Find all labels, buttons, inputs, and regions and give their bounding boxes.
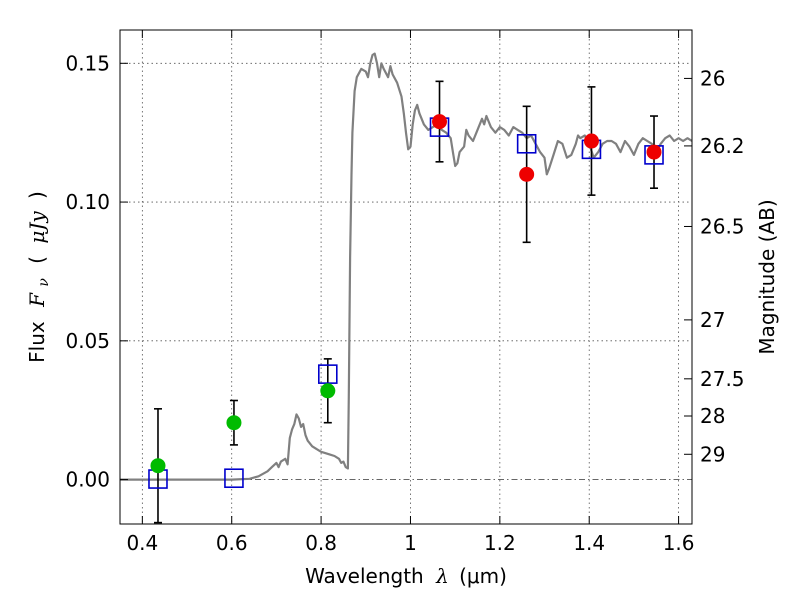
y2-ticks: 26 26.2 26.5 27 27.5 28 29	[684, 66, 745, 466]
model-square	[224, 468, 244, 489]
y-tick-label: 0.05	[65, 329, 110, 353]
y-tick-label: 0.15	[65, 51, 110, 75]
x-ticks: 0.4 0.6 0.8 1 1.2 1.4 1.6	[126, 30, 695, 555]
observed-point	[226, 415, 242, 431]
y-axis-title-paren-open: (	[25, 256, 49, 264]
x-tick-label: 0.8	[305, 531, 337, 555]
x-axis-title: Wavelength λ (μm)	[305, 564, 507, 588]
observed-point	[646, 144, 662, 160]
x-axis-title-text: Wavelength	[305, 564, 424, 588]
y-axis-title-paren-close: )	[25, 191, 49, 199]
x-tick-label: 0.6	[216, 531, 248, 555]
model-spectrum	[120, 52, 693, 481]
model-square	[516, 133, 537, 154]
observed-point	[320, 383, 336, 399]
spectrum-line	[120, 52, 693, 481]
y2-tick-label: 26	[700, 66, 725, 90]
y2-tick-label: 28	[700, 404, 725, 428]
plot-frame	[119, 29, 693, 525]
y-ticks: 0.00 0.05 0.10 0.15	[65, 51, 128, 492]
x-tick-label: 1	[404, 531, 417, 555]
x-tick-label: 0.4	[126, 531, 158, 555]
y-axis-title-text: Flux	[25, 321, 49, 363]
x-axis-title-symbol: λ	[435, 564, 449, 588]
x-axis-title-unit: (μm)	[459, 564, 507, 588]
y-axis-title-unit: μJy	[25, 211, 49, 244]
x-tick-label: 1.2	[484, 531, 516, 555]
y-axis-title: Flux F ν ( μJy )	[25, 191, 53, 363]
y2-tick-label: 29	[700, 442, 725, 466]
y-tick-label: 0.00	[65, 468, 110, 492]
y2-tick-label: 26.2	[700, 134, 745, 158]
y-axis-title-subscript: ν	[36, 278, 52, 287]
y2-tick-label: 27	[700, 308, 725, 332]
y2-tick-label: 26.5	[700, 214, 745, 238]
y2-axis-title: Magnitude (AB)	[755, 199, 779, 354]
y2-tick-label: 27.5	[700, 367, 745, 391]
observed-photometry	[150, 114, 662, 474]
grid-lines	[120, 30, 692, 524]
observed-point	[150, 458, 166, 474]
y-tick-label: 0.10	[65, 190, 110, 214]
observed-point	[432, 114, 448, 130]
y-axis-title-symbol: F	[25, 292, 49, 308]
x-tick-label: 1.6	[663, 531, 695, 555]
model-square	[317, 364, 338, 384]
observed-point	[519, 166, 535, 182]
x-tick-label: 1.4	[573, 531, 605, 555]
model-photometry	[148, 117, 664, 489]
observed-point	[583, 133, 599, 149]
